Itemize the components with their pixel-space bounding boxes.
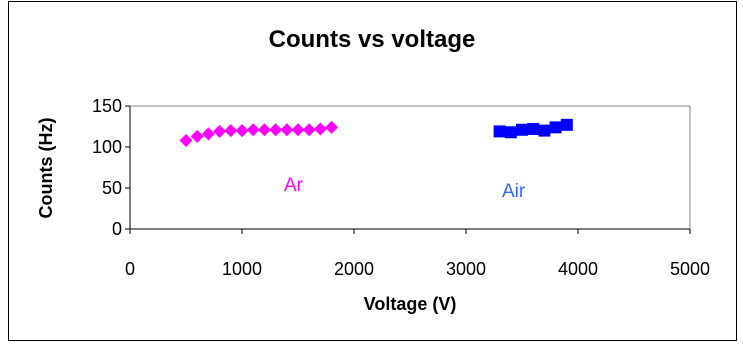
data-point-air (493, 125, 506, 138)
x-tick-label: 4000 (558, 259, 598, 279)
y-tick-label: 0 (112, 219, 122, 239)
data-point-ar (213, 124, 227, 138)
x-tick-label: 2000 (334, 259, 374, 279)
data-point-ar (224, 124, 238, 138)
data-point-air (560, 118, 573, 131)
data-point-air (549, 121, 562, 134)
y-tick-label: 50 (102, 178, 122, 198)
data-point-ar (179, 133, 193, 147)
plot-area (129, 105, 691, 230)
data-point-air (538, 124, 551, 137)
series-label-air: Air (502, 181, 526, 202)
x-axis-label: Voltage (V) (364, 294, 457, 314)
y-ticks: 0 50 100 150 (92, 96, 130, 239)
y-tick-label: 150 (92, 96, 122, 116)
data-point-ar (291, 123, 305, 137)
data-point-ar (269, 123, 283, 137)
data-point-ar (235, 124, 249, 138)
data-point-ar (246, 123, 260, 137)
data-markers (179, 118, 573, 147)
x-ticks: 0 1000 2000 3000 4000 5000 (125, 229, 710, 279)
data-point-air (527, 122, 540, 135)
data-point-ar (325, 120, 339, 134)
data-point-ar (280, 123, 294, 137)
data-point-ar (302, 123, 316, 137)
data-point-air (516, 123, 528, 136)
chart-title: Counts vs voltage (269, 26, 476, 53)
x-tick-label: 1000 (222, 259, 262, 279)
y-tick-label: 100 (92, 137, 122, 157)
data-point-air (504, 126, 517, 139)
data-point-ar (257, 123, 271, 137)
series-label-ar: Ar (284, 175, 304, 196)
y-axis-label: Counts (Hz) (36, 118, 56, 219)
x-tick-label: 0 (125, 259, 135, 279)
data-point-ar (201, 127, 215, 141)
x-tick-label: 3000 (446, 259, 486, 279)
x-tick-label: 5000 (670, 259, 710, 279)
data-point-ar (190, 129, 204, 143)
data-point-ar (313, 122, 327, 136)
